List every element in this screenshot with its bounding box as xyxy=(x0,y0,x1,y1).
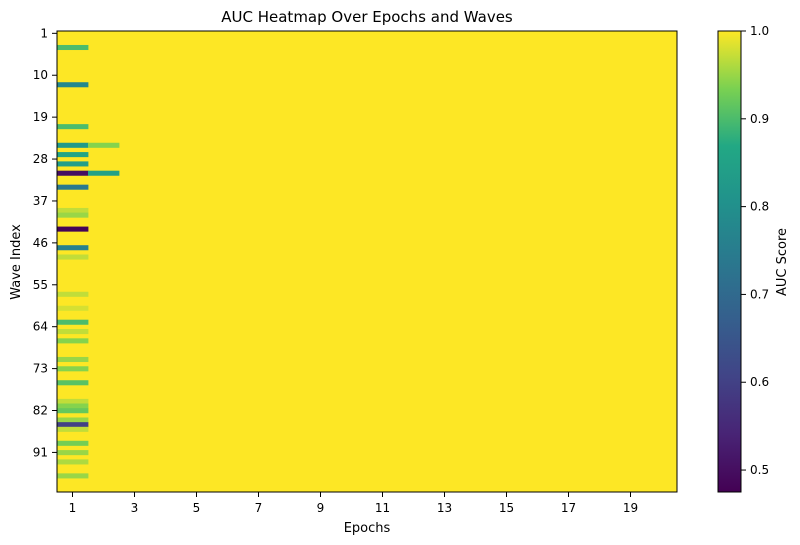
heatmap-cell xyxy=(57,124,89,130)
y-tick-label: 19 xyxy=(33,110,48,124)
heatmap-cell xyxy=(57,366,89,372)
y-tick-label: 1 xyxy=(40,26,48,40)
y-tick-label: 91 xyxy=(33,445,48,459)
x-tick-label: 11 xyxy=(375,501,390,515)
colorbar-tick-label: 0.8 xyxy=(750,200,769,214)
x-tick-label: 15 xyxy=(499,501,514,515)
heatmap-cell xyxy=(57,440,89,446)
heatmap-cell xyxy=(57,207,89,214)
heatmap-cell xyxy=(57,305,89,311)
heatmap-cell xyxy=(57,398,89,404)
heatmap-cell xyxy=(57,254,89,260)
heatmap-cell xyxy=(57,422,89,428)
heatmap-cell xyxy=(57,245,89,251)
y-tick-label: 28 xyxy=(33,152,48,166)
heatmap-cell xyxy=(57,44,89,51)
y-tick-label: 73 xyxy=(33,362,48,376)
plot-frame xyxy=(56,30,678,493)
heatmap-plot-area xyxy=(57,31,677,492)
heatmap-cell xyxy=(57,142,89,148)
y-tick-label: 82 xyxy=(33,404,48,418)
heatmap-cell xyxy=(57,408,89,414)
y-axis-label: Wave Index xyxy=(9,224,24,300)
heatmap-cell xyxy=(57,380,89,386)
heatmap-cell xyxy=(57,338,89,344)
heatmap-cell xyxy=(57,170,89,176)
heatmap-cell xyxy=(57,226,89,232)
colorbar-tick-label: 0.7 xyxy=(750,287,769,301)
colorbar-tick-label: 0.6 xyxy=(750,375,769,389)
heatmap-cell xyxy=(57,450,89,456)
colorbar xyxy=(717,30,742,493)
x-axis-label: Epochs xyxy=(344,521,391,536)
heatmap-cell xyxy=(57,152,89,158)
heatmap-cell xyxy=(57,417,89,423)
heatmap-cell xyxy=(57,291,89,297)
heatmap-cell xyxy=(88,170,120,176)
colorbar-label: AUC Score xyxy=(775,228,790,296)
y-tick-label: 10 xyxy=(33,68,48,82)
x-axis-ticks: 1 3 5 7 9 11 13 15 17 19 xyxy=(69,492,638,515)
heatmap-cell xyxy=(57,356,89,363)
heatmap-cell xyxy=(57,319,89,325)
y-tick-label: 64 xyxy=(33,320,48,334)
y-tick-label: 55 xyxy=(33,278,48,292)
x-tick-label: 17 xyxy=(561,501,576,515)
heatmap-cell xyxy=(57,184,89,190)
x-tick-label: 3 xyxy=(131,501,139,515)
x-tick-label: 13 xyxy=(437,501,452,515)
heatmap-background-cells xyxy=(57,31,677,492)
heatmap-cell xyxy=(57,82,89,88)
heatmap-cell xyxy=(57,403,89,409)
heatmap-cell xyxy=(57,212,89,218)
colorbar-tick-label: 0.5 xyxy=(750,463,769,477)
x-tick-label: 9 xyxy=(317,501,325,515)
heatmap-cell xyxy=(57,161,89,167)
heatmap-cell xyxy=(57,329,89,335)
heatmap-cell xyxy=(57,473,89,479)
heatmap-cell xyxy=(57,426,89,432)
colorbar-ticks: 0.5 0.6 0.7 0.8 0.9 1.0 xyxy=(741,24,769,477)
heatmap-cell xyxy=(88,142,120,148)
chart-title: AUC Heatmap Over Epochs and Waves xyxy=(221,8,513,26)
colorbar-tick-label: 1.0 xyxy=(750,24,769,38)
y-axis-ticks: 1 10 19 28 37 46 55 64 73 82 91 xyxy=(33,26,57,459)
colorbar-tick-label: 0.9 xyxy=(750,112,769,126)
x-tick-label: 19 xyxy=(623,501,638,515)
y-tick-label: 46 xyxy=(33,236,48,250)
x-tick-label: 7 xyxy=(255,501,263,515)
x-tick-label: 1 xyxy=(69,501,77,515)
heatmap-cell xyxy=(57,459,89,465)
y-tick-label: 37 xyxy=(33,194,48,208)
x-tick-label: 5 xyxy=(193,501,201,515)
